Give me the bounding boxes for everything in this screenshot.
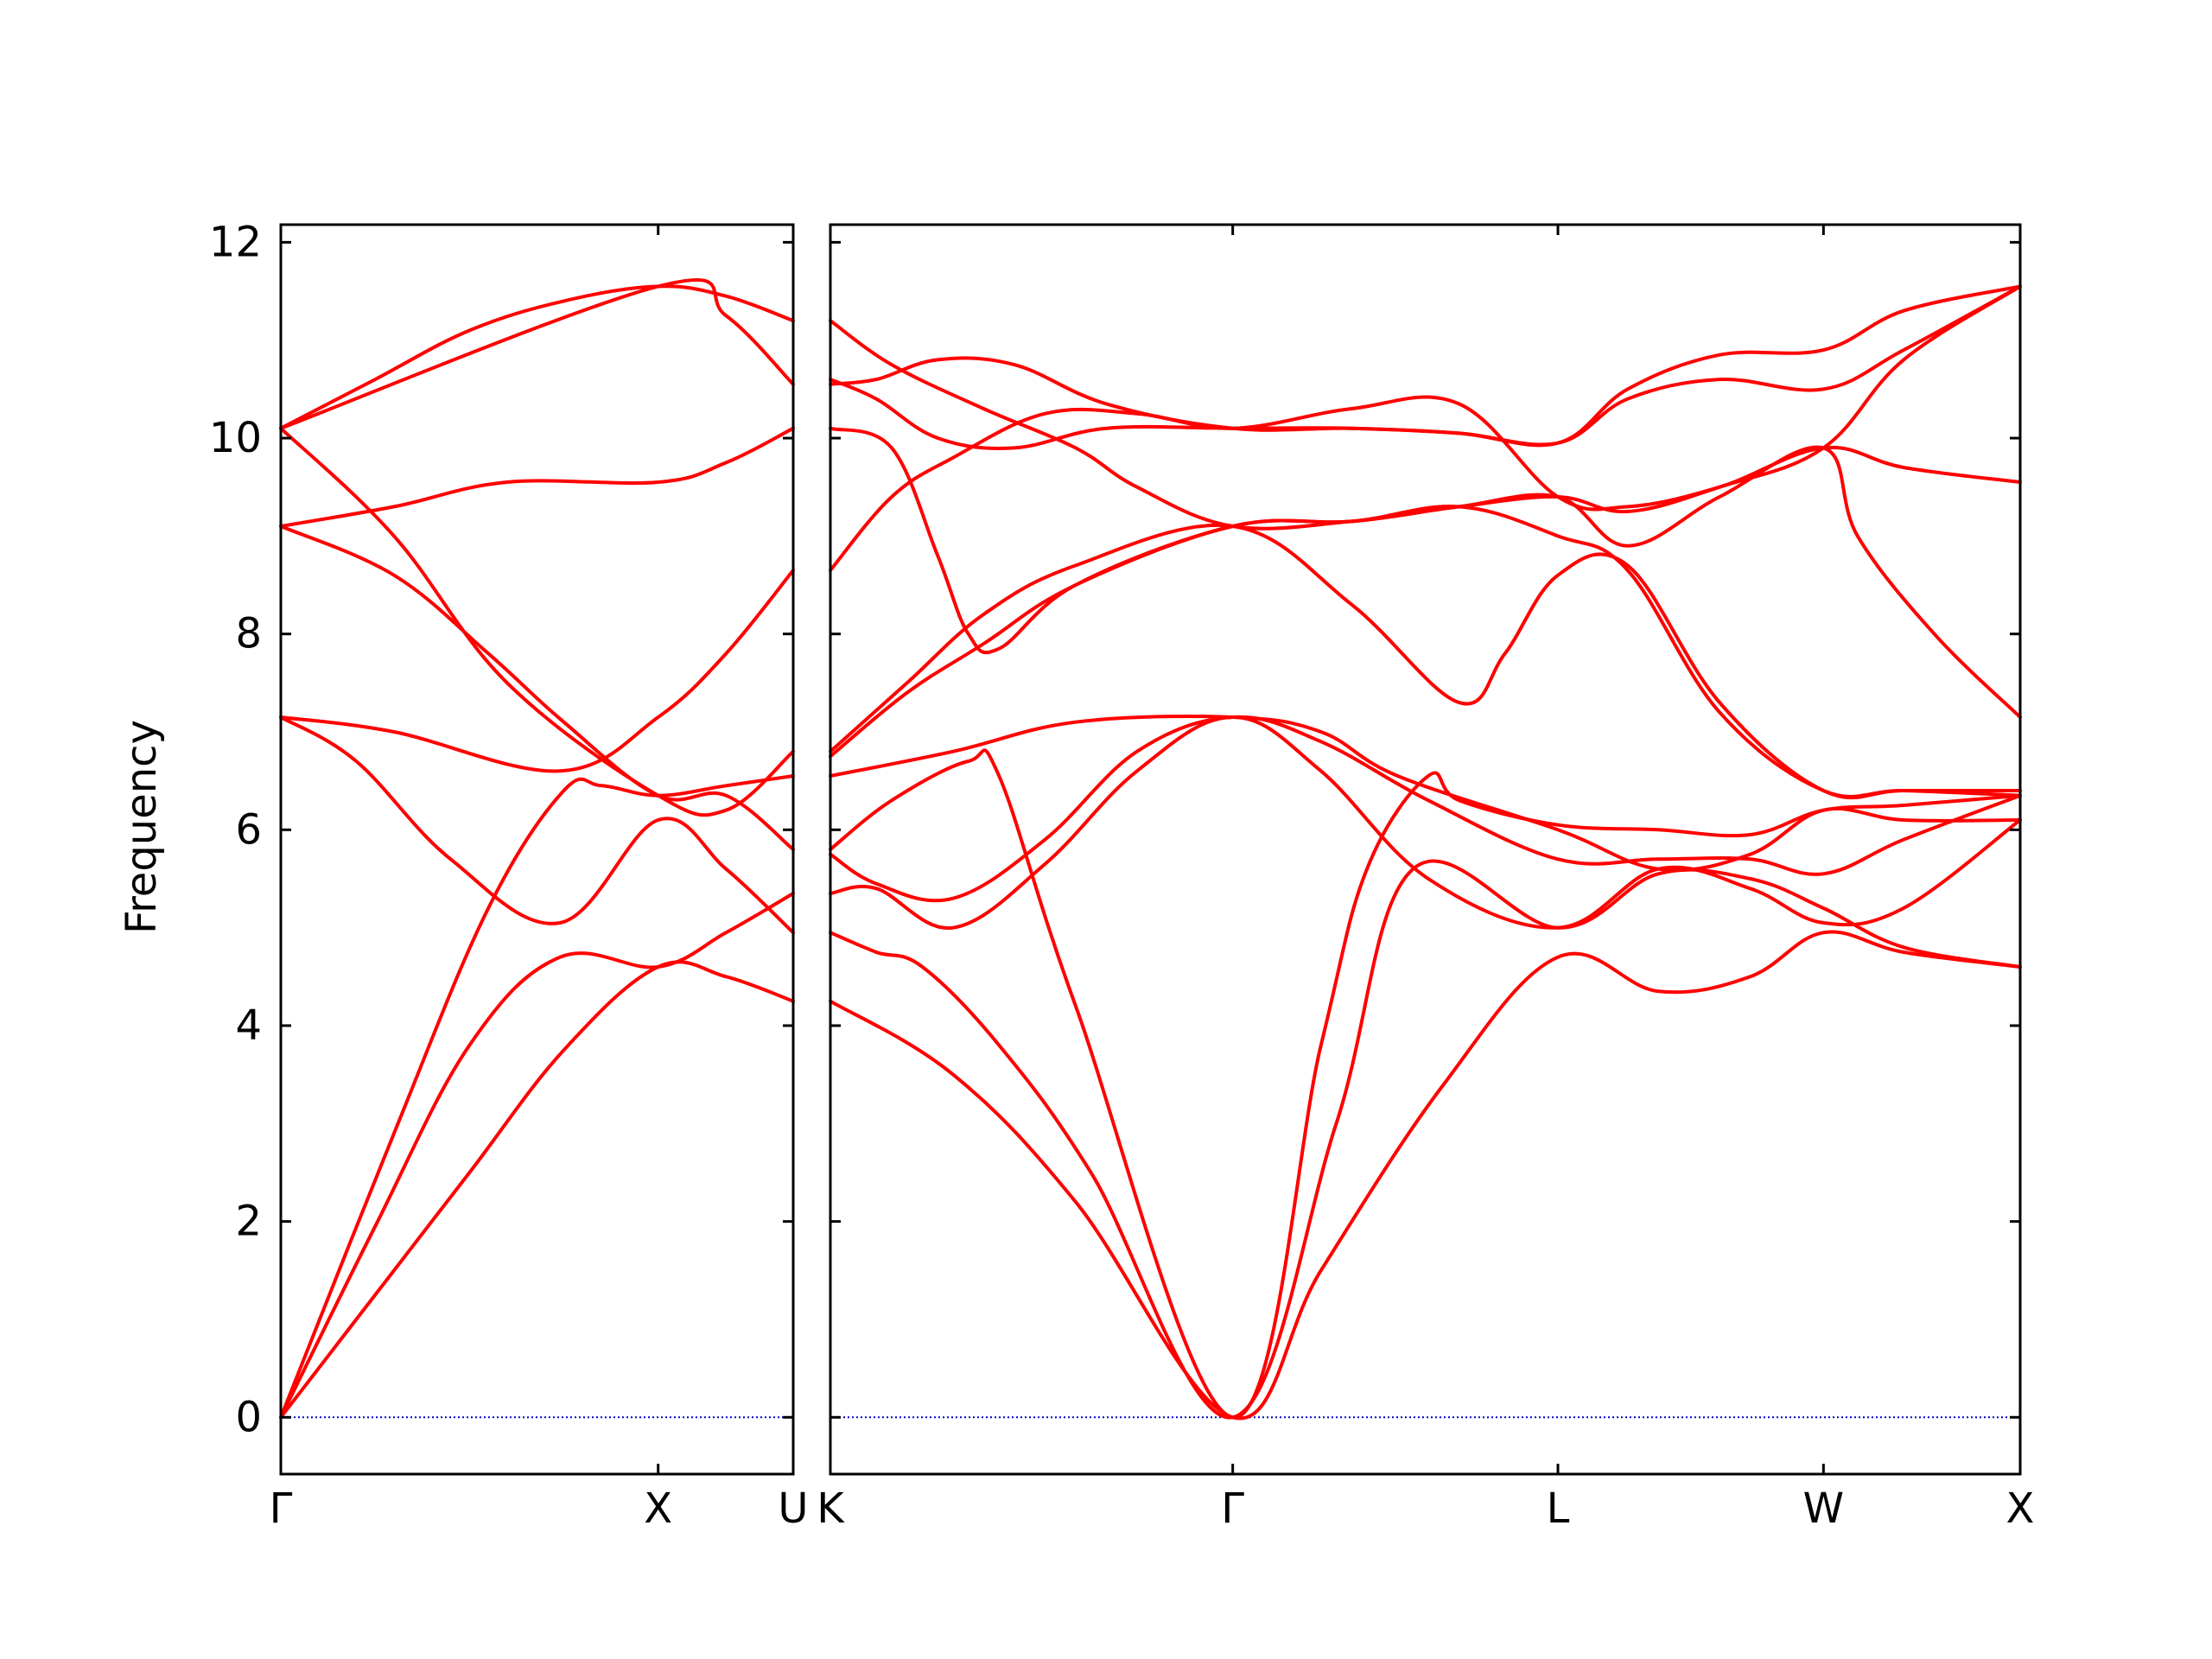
band-line-10 <box>829 395 2022 572</box>
band-line-13 <box>829 284 2022 448</box>
y-tick-label: 10 <box>209 414 262 462</box>
x-tick-label: Γ <box>1221 1484 1244 1533</box>
band-line-2 <box>829 859 2022 1420</box>
band-line-4 <box>279 715 795 935</box>
x-tick-label: Γ <box>270 1484 293 1533</box>
y-axis-label: Frequency <box>118 720 166 934</box>
x-tick-label: L <box>1547 1484 1570 1533</box>
band-line-12 <box>829 284 2022 531</box>
band-line-4 <box>829 715 2022 930</box>
x-tick-label: U <box>778 1484 808 1533</box>
x-tick-label: X <box>2006 1484 2035 1533</box>
band-line-8 <box>279 426 795 528</box>
y-tick-label: 6 <box>235 805 262 854</box>
band-line-6 <box>279 524 795 851</box>
y-tick-label: 2 <box>235 1198 262 1246</box>
band-line-5 <box>829 715 2022 903</box>
left-panel: 0 2 4 6 8 10 12 Γ X U <box>209 218 809 1533</box>
band-line-3 <box>279 774 795 1420</box>
x-tick-label: K <box>817 1484 845 1533</box>
panel-frame <box>279 223 795 1476</box>
band-line-1 <box>279 960 795 1420</box>
band-line-2 <box>279 892 795 1420</box>
x-tick-label: X <box>644 1484 672 1533</box>
y-tick-label: 4 <box>235 1001 262 1050</box>
band-line-10 <box>279 277 795 430</box>
band-line-9 <box>279 284 795 430</box>
y-tick-label: 0 <box>235 1393 262 1441</box>
panel-frame <box>829 223 2022 1476</box>
band-line-5 <box>279 569 795 773</box>
band-line-3 <box>829 748 2022 1420</box>
band-line-1 <box>829 930 2022 1421</box>
band-line-6 <box>829 714 2022 873</box>
x-tick-label: W <box>1803 1484 1844 1533</box>
plot-panels: 0 2 4 6 8 10 12 Γ X U K Γ L W X <box>209 218 2035 1533</box>
y-tick-label: 8 <box>235 610 262 658</box>
y-tick-label: 12 <box>209 218 262 266</box>
